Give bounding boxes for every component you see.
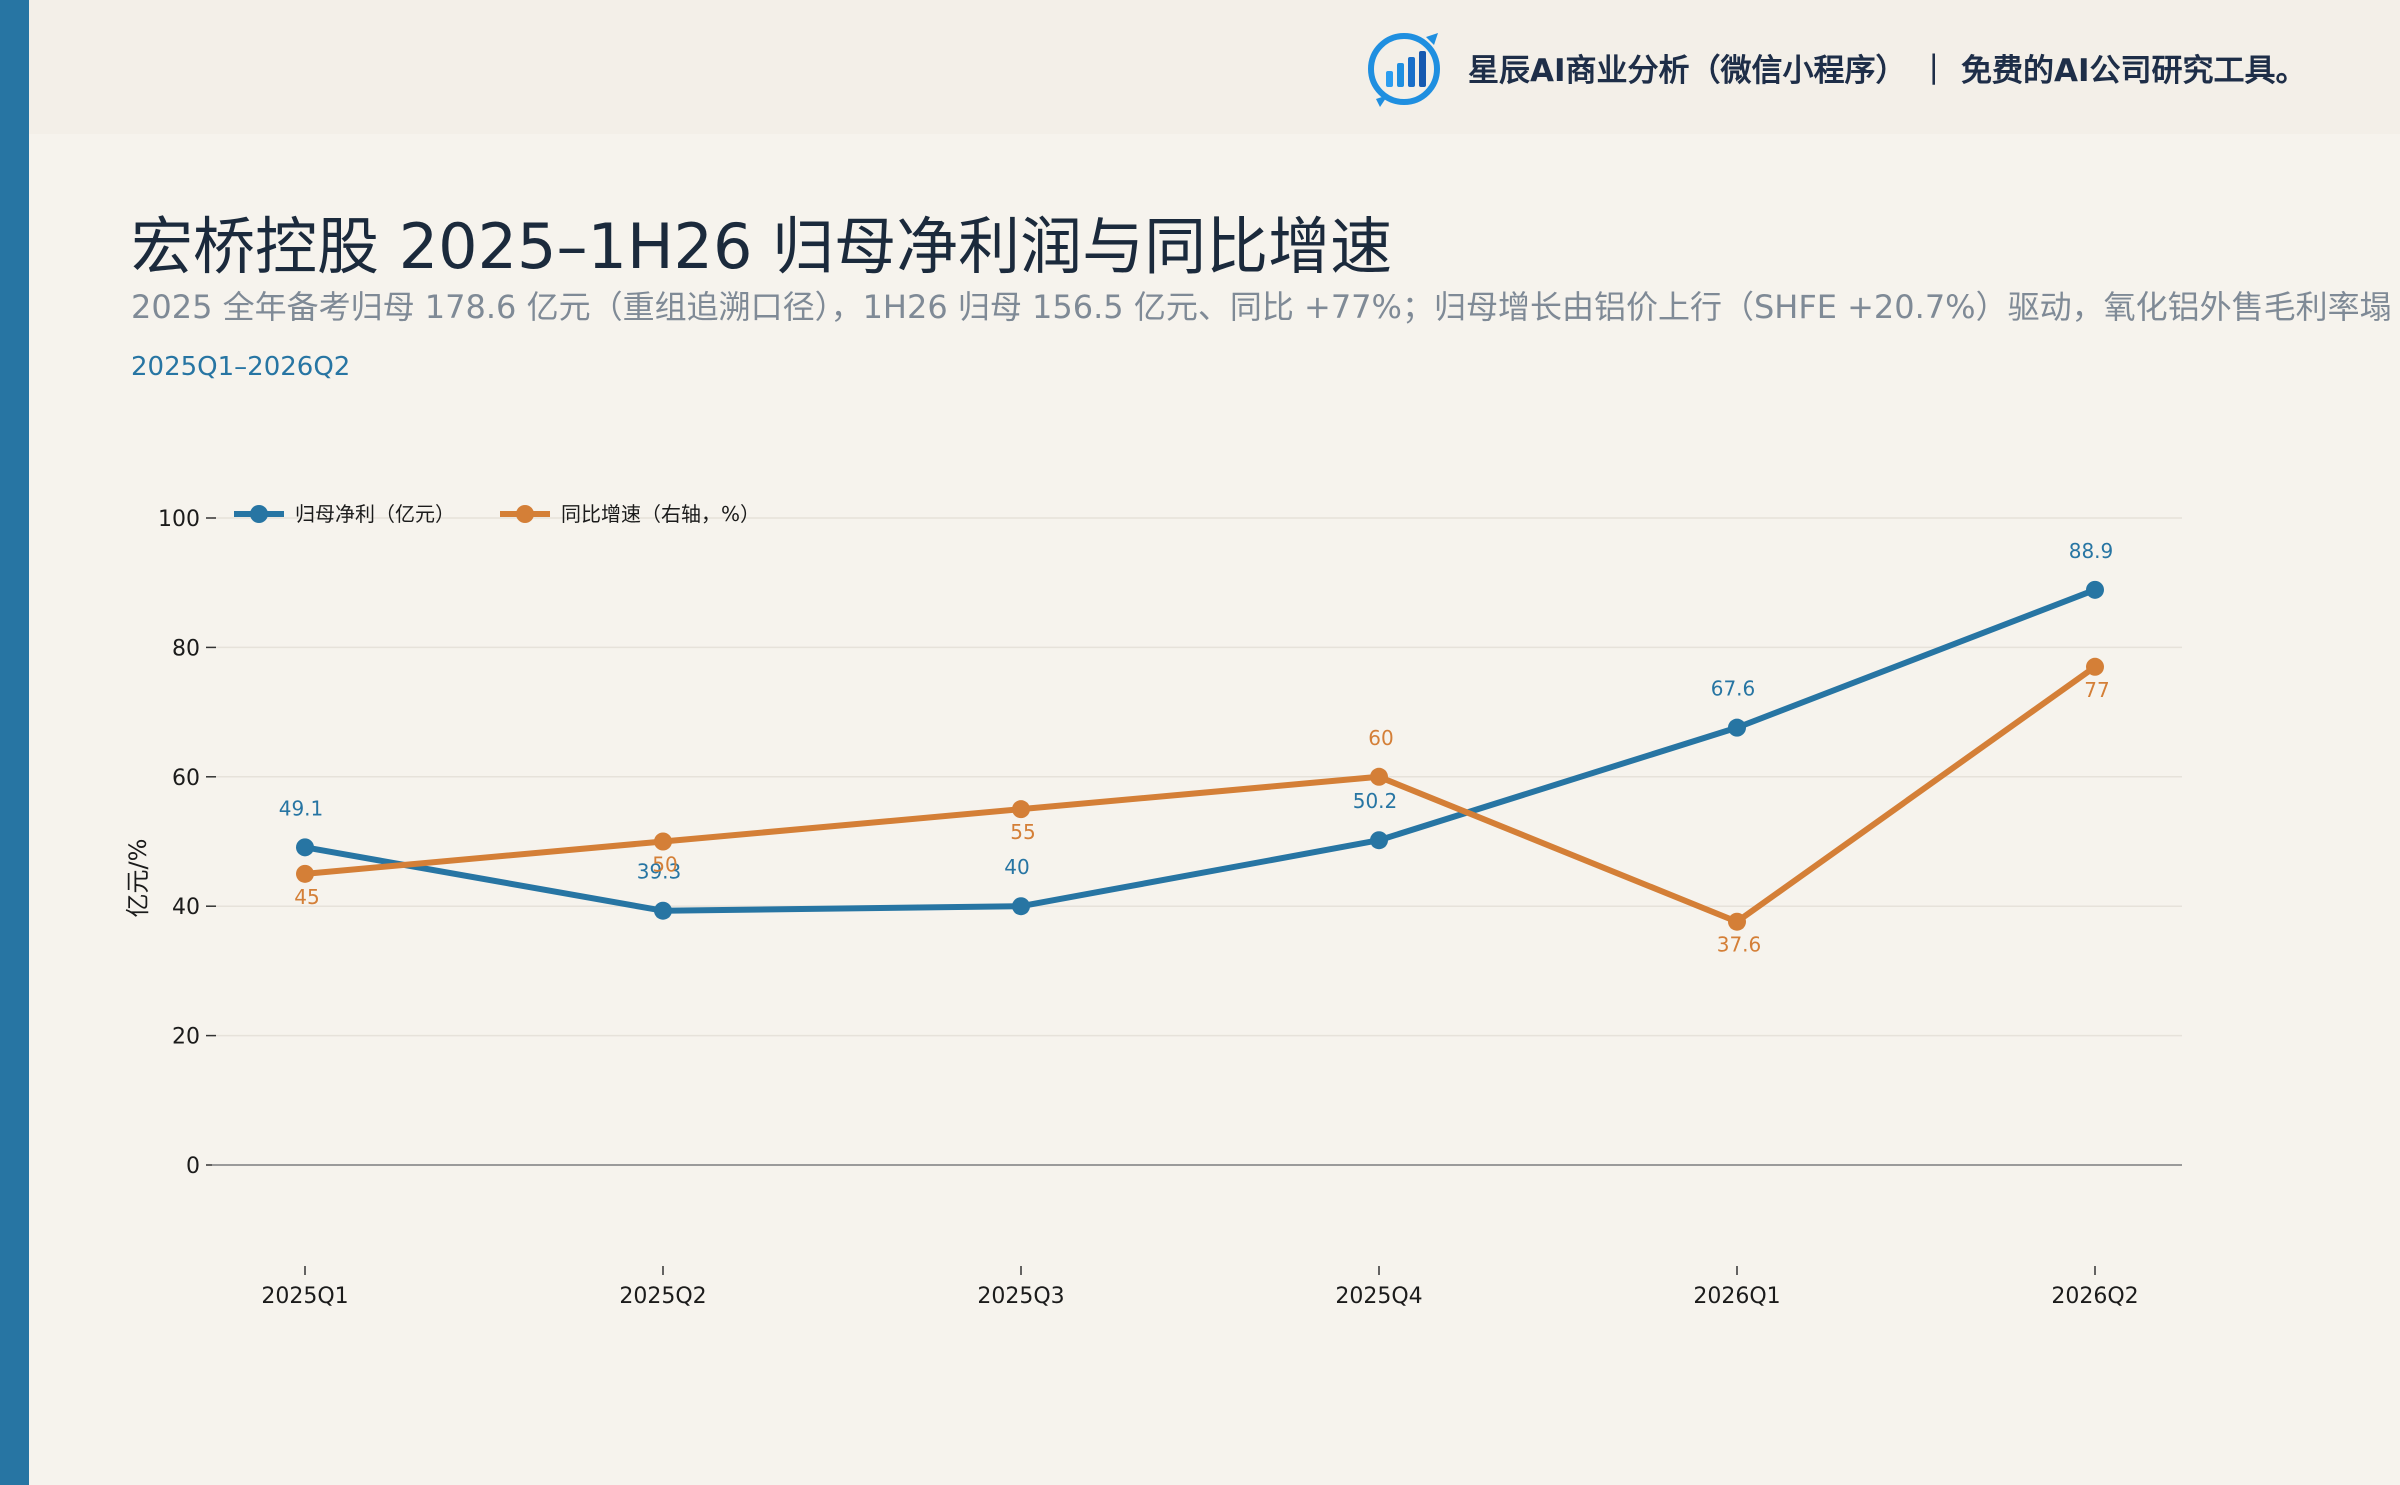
data-label-1: 39.3 (637, 860, 682, 884)
legend-marker-2 (516, 505, 534, 523)
legend-label-1: 归母净利（亿元） (295, 502, 455, 526)
x-tick-label: 2026Q1 (1693, 1284, 1780, 1309)
data-point-1 (2086, 580, 2104, 599)
brand-text: 星辰AI商业分析（微信小程序） | 免费的AI公司研究工具。 (1468, 45, 2307, 90)
data-point-1 (654, 901, 672, 920)
data-point-1 (1370, 831, 1388, 850)
y-tick-label: 0 (186, 1154, 200, 1179)
x-tick-label: 2025Q1 (261, 1284, 348, 1309)
brand-logo-icon (1368, 33, 1440, 107)
page-subtitle: 2025 全年备考归母 178.6 亿元（重组追溯口径），1H26 归母 156… (131, 288, 2392, 326)
data-label-1: 49.1 (279, 796, 324, 820)
brand-tagline: 免费的AI公司研究工具。 (1960, 52, 2307, 89)
data-label-2: 45 (294, 885, 319, 909)
brand-name: 星辰AI商业分析（微信小程序） (1468, 52, 1907, 89)
y-tick-label: 60 (172, 766, 200, 791)
series-line-1 (302, 586, 2098, 914)
legend-label-2: 同比增速（右轴，%） (561, 502, 760, 526)
data-point-2 (1728, 912, 1746, 931)
data-label-2: 50 (652, 853, 677, 877)
y-tick-label: 40 (172, 895, 200, 920)
x-tick-label: 2025Q3 (977, 1284, 1064, 1309)
y-axis-label: 亿元/% (124, 839, 152, 918)
x-tick-label: 2026Q2 (2051, 1284, 2138, 1309)
data-point-1 (1728, 718, 1746, 737)
x-tick-label: 2025Q4 (1335, 1284, 1422, 1309)
data-point-2 (1012, 800, 1030, 819)
data-label-2: 55 (1010, 820, 1035, 844)
data-label-1: 40 (1004, 855, 1029, 879)
data-label-2: 77 (2084, 678, 2109, 702)
y-tick-label: 80 (172, 636, 200, 661)
accent-bar (0, 0, 29, 1485)
x-tick-label: 2025Q2 (619, 1284, 706, 1309)
data-point-2 (296, 864, 314, 883)
data-point-2 (654, 832, 672, 851)
data-point-2 (2086, 657, 2104, 676)
y-tick-label: 100 (158, 507, 200, 532)
period-label: 2025Q1–2026Q2 (131, 352, 351, 382)
data-label-1: 88.9 (2069, 539, 2114, 563)
y-tick-label: 20 (172, 1025, 200, 1050)
data-point-1 (296, 838, 314, 857)
data-label-1: 50.2 (1353, 789, 1398, 813)
series-line-2 (302, 663, 2098, 925)
data-point-1 (1012, 897, 1030, 916)
brand-separator: | (1928, 49, 1939, 85)
data-label-2: 37.6 (1717, 933, 1762, 957)
data-label-1: 67.6 (1711, 677, 1756, 701)
legend-marker-1 (250, 505, 268, 523)
data-point-2 (1370, 767, 1388, 786)
data-label-2: 60 (1368, 726, 1393, 750)
top-banner (29, 0, 2400, 134)
brand-header: 星辰AI商业分析（微信小程序） | 免费的AI公司研究工具。 (1366, 22, 2307, 112)
page-title: 宏桥控股 2025–1H26 归母净利润与同比增速 (131, 210, 1393, 283)
